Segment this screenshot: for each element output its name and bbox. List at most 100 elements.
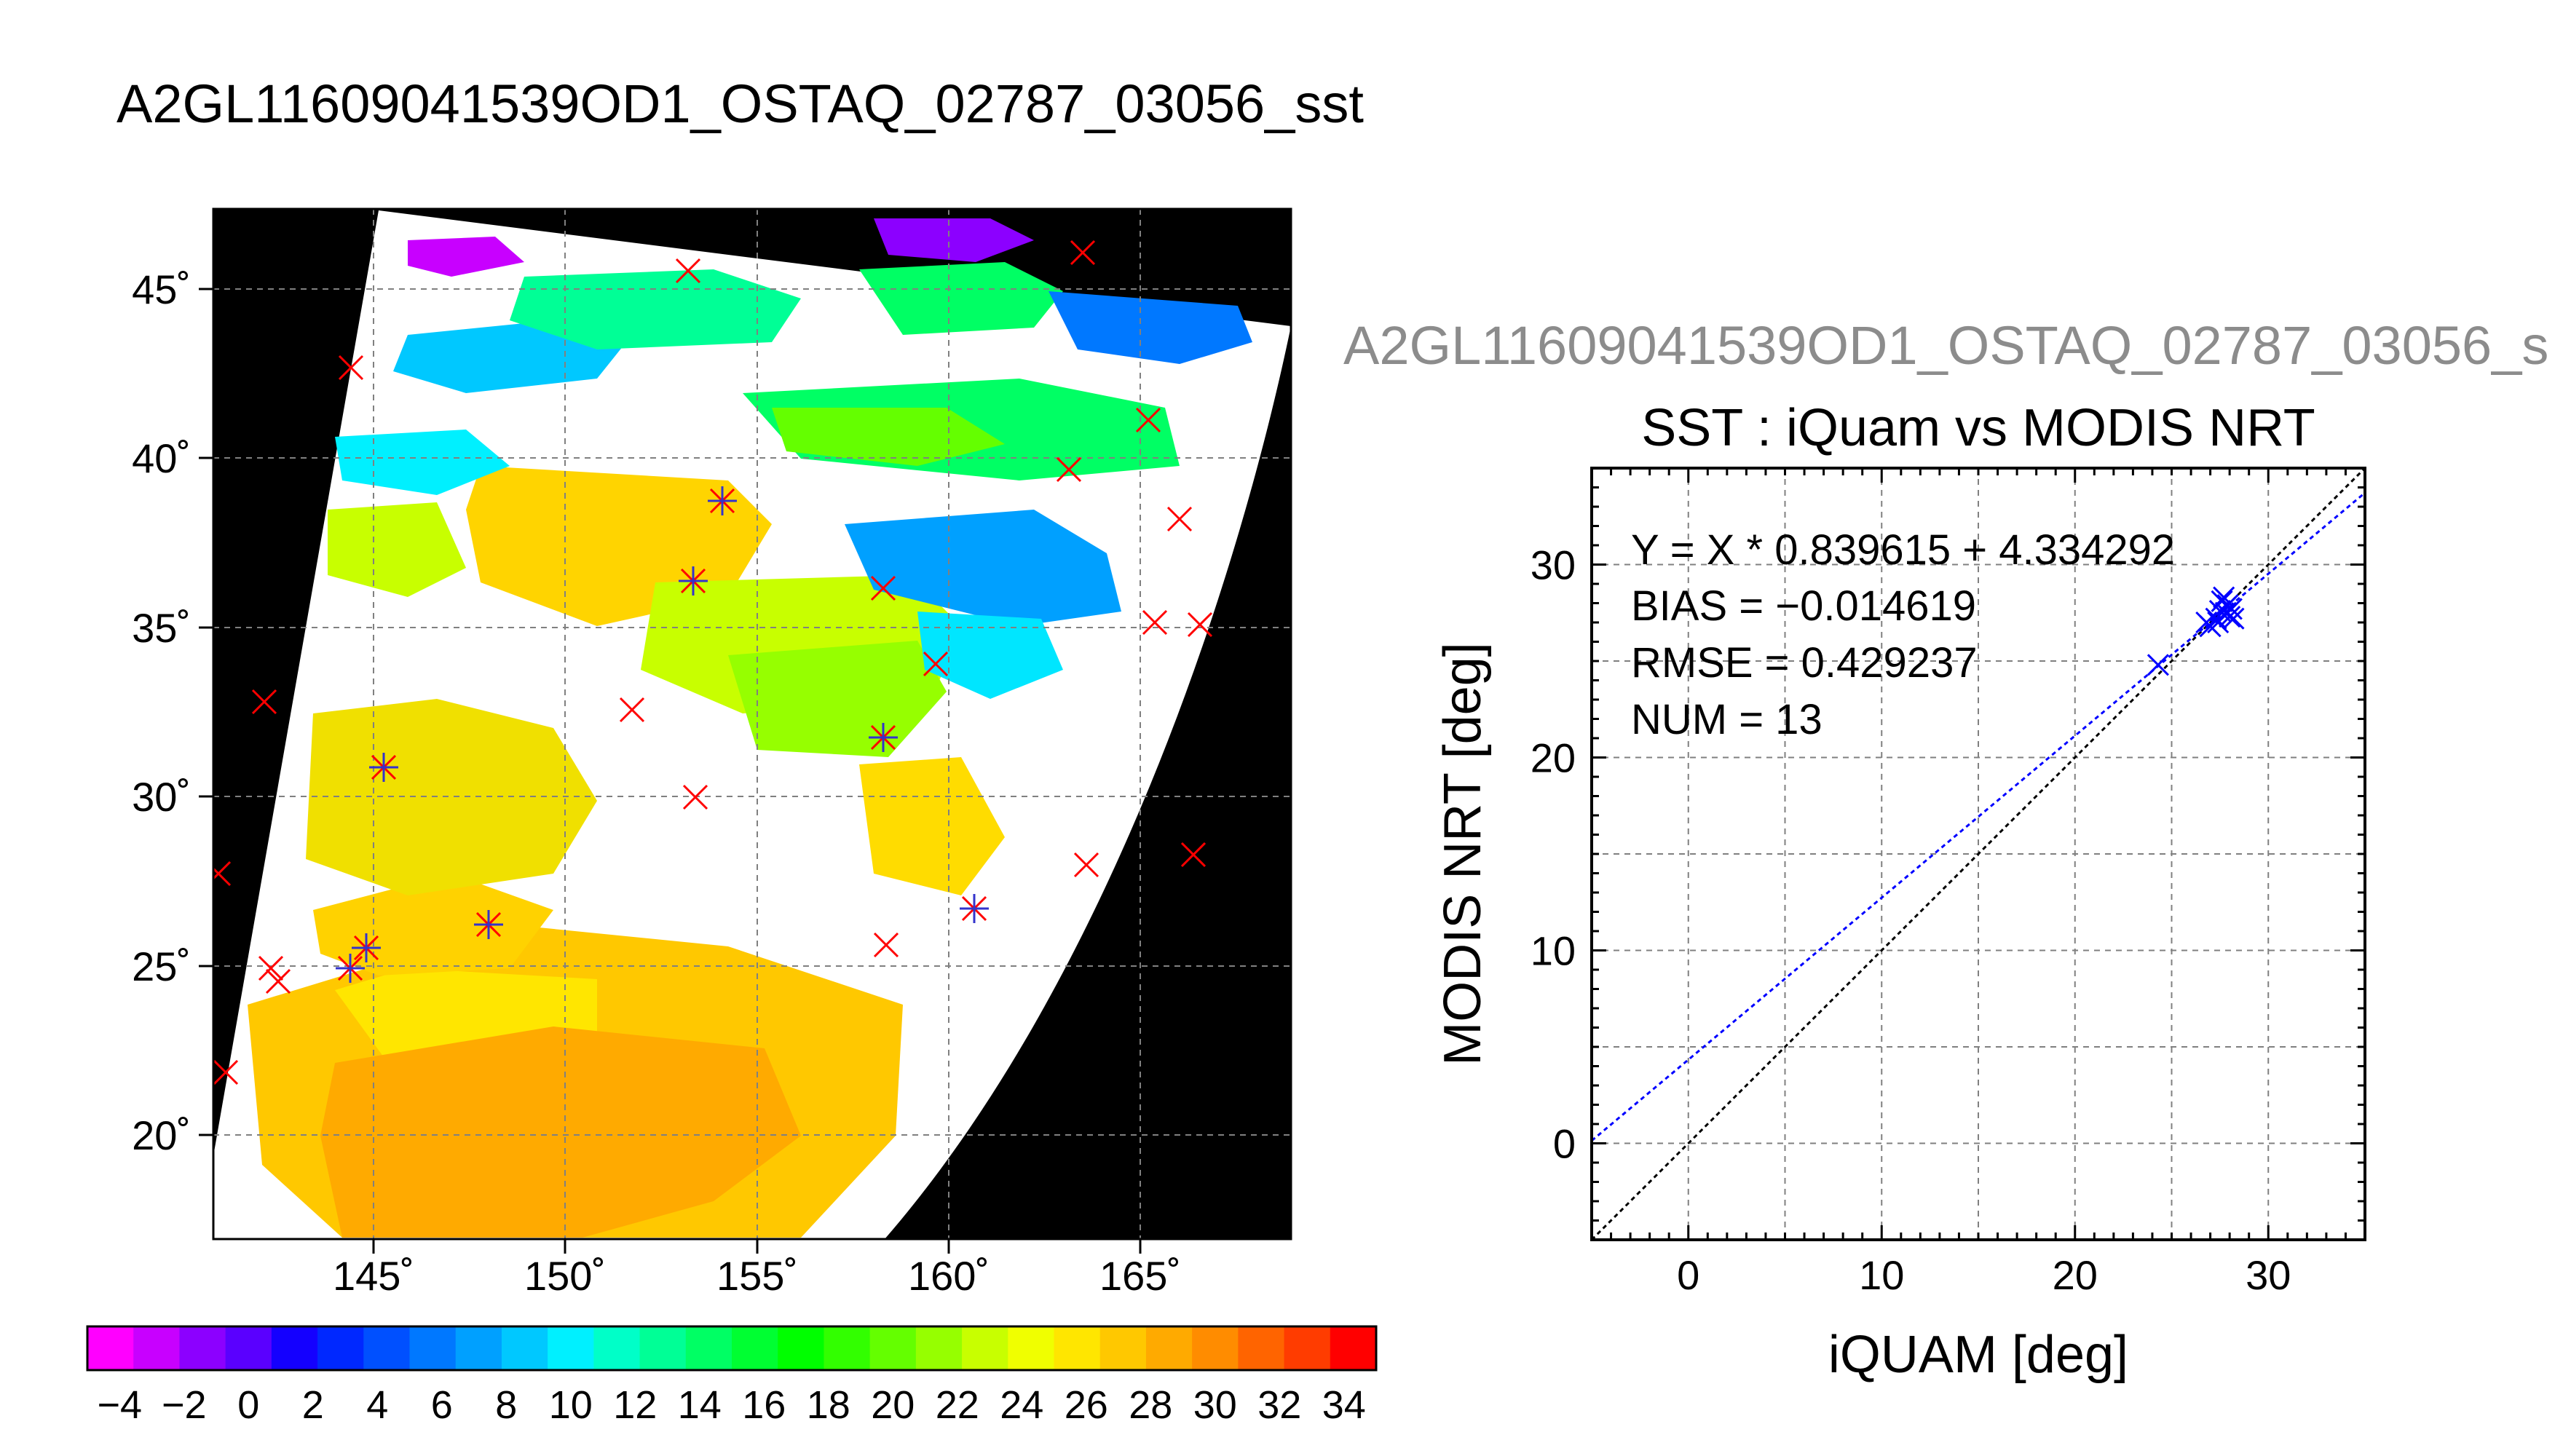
map-markers (213, 240, 1213, 1085)
observation-marker (1180, 842, 1207, 868)
colorbar-tick-label: 0 (237, 1383, 259, 1427)
colorbar-cell (1099, 1326, 1147, 1370)
colorbar-tick-label: −4 (97, 1383, 142, 1427)
colorbar-tick-label: 14 (678, 1383, 722, 1427)
matched-marker (708, 486, 737, 515)
lat-tick-labels: 45˚ 40˚ 35˚ 30˚ 25˚ 20˚ (132, 266, 191, 1158)
colorbar-tick-label: 26 (1065, 1383, 1108, 1427)
lat-tick-label: 25˚ (132, 943, 191, 989)
colorbar-cell (1238, 1326, 1285, 1370)
colorbar-cell (363, 1326, 410, 1370)
matched-marker (679, 566, 708, 596)
observation-marker (258, 955, 284, 981)
colorbar-cell (317, 1326, 364, 1370)
colorbar-tick-label: 28 (1129, 1383, 1172, 1427)
x-tick-label: 20 (2053, 1252, 2098, 1298)
colorbar-tick-label: 18 (807, 1383, 850, 1427)
colorbar-cell (1054, 1326, 1101, 1370)
map-ticks (199, 288, 1142, 1254)
scatter-points (2147, 586, 2245, 676)
colorbar-cell (133, 1326, 180, 1370)
observation-marker (338, 355, 364, 381)
lat-tick-label: 30˚ (132, 774, 191, 820)
colorbar-cell (501, 1326, 548, 1370)
stats-annotation: Y = X * 0.839615 + 4.334292 BIAS = −0.01… (1631, 526, 2175, 743)
data-point (2207, 611, 2230, 634)
colorbar-cell (455, 1326, 502, 1370)
observation-marker (923, 651, 949, 677)
observation-marker (873, 932, 899, 958)
colorbar-tick-label: −2 (162, 1383, 207, 1427)
colorbar-cell (409, 1326, 457, 1370)
observation-marker (1187, 612, 1213, 638)
colorbar-cell (778, 1326, 824, 1370)
map-frame (212, 207, 1292, 1241)
colorbar-cell (824, 1326, 871, 1370)
colorbar-tick-label: 16 (742, 1383, 786, 1427)
colorbar-tick-label: 22 (936, 1383, 979, 1427)
sst-map: 45˚ 40˚ 35˚ 30˚ 25˚ 20˚ 145˚ 150˚ 155˚ 1… (132, 207, 1292, 1299)
regression-equation: Y = X * 0.839615 + 4.334292 (1631, 526, 2175, 574)
lon-tick-label: 145˚ (333, 1253, 414, 1299)
colorbar-tick-label: 20 (871, 1383, 915, 1427)
observation-marker (1073, 852, 1099, 878)
observation-marker (213, 860, 232, 887)
colorbar-tick-label: 30 (1193, 1383, 1237, 1427)
observation-marker (1056, 456, 1082, 483)
lat-tick-label: 40˚ (132, 435, 191, 481)
y-tick-labels: 0 10 20 30 (1531, 542, 1576, 1167)
colorbar-cell (869, 1326, 917, 1370)
figure-title: A2GL11609041539OD1_OSTAQ_02787_03056_sst (117, 74, 1364, 134)
lat-tick-label: 35˚ (132, 605, 191, 651)
observation-marker (265, 968, 291, 994)
colorbar-cell (1008, 1326, 1054, 1370)
data-point (2213, 586, 2235, 609)
colorbar-labels: −4 −2 0 2 4 6 8 10 12 14 16 18 20 22 24 26 28 30 32 34 (97, 1383, 1365, 1427)
colorbar-tick-label: 4 (366, 1383, 388, 1427)
lat-tick-label: 45˚ (132, 266, 191, 312)
scatter-file-title: A2GL11609041539OD1_OSTAQ_02787_03056_s (1343, 315, 2549, 376)
observation-marker (682, 784, 708, 810)
num-stat: NUM = 13 (1631, 696, 1823, 743)
y-tick-label: 30 (1531, 542, 1576, 588)
x-tick-label: 10 (1859, 1252, 1904, 1298)
colorbar-cell (915, 1326, 963, 1370)
colorbar-tick-label: 32 (1257, 1383, 1301, 1427)
identity-line (1592, 468, 2365, 1240)
matched-marker (352, 933, 381, 962)
x-tick-label: 0 (1677, 1252, 1699, 1298)
bias-stat: BIAS = −0.014619 (1631, 582, 1976, 630)
colorbar-cell (593, 1326, 641, 1370)
matched-marker (369, 753, 398, 782)
scatter-plot: SST : iQuam vs MODIS NRT 0 10 20 30 0 10 20 30… (1434, 399, 2366, 1384)
matched-marker (336, 954, 365, 983)
observation-marker (251, 689, 277, 715)
colorbar-tick-label: 8 (495, 1383, 517, 1427)
matched-marker (869, 723, 898, 752)
colorbar-cell (962, 1326, 1008, 1370)
lon-tick-labels: 145˚ 150˚ 155˚ 160˚ 165˚ (333, 1253, 1181, 1299)
lon-tick-label: 160˚ (908, 1253, 990, 1299)
y-tick-label: 10 (1531, 928, 1576, 974)
colorbar-cell (271, 1326, 318, 1370)
x-tick-label: 30 (2246, 1252, 2291, 1298)
sst-patches (248, 218, 1252, 1238)
observation-marker (213, 1059, 239, 1085)
observation-marker (1135, 407, 1161, 433)
colorbar-cell (1145, 1326, 1193, 1370)
y-tick-label: 0 (1553, 1121, 1576, 1167)
y-axis-label: MODIS NRT [deg] (1434, 642, 1492, 1066)
x-tick-labels: 0 10 20 30 (1677, 1252, 2291, 1298)
rmse-stat: RMSE = 0.429237 (1631, 639, 1978, 687)
colorbar-tick-label: 10 (549, 1383, 593, 1427)
lon-tick-label: 150˚ (524, 1253, 606, 1299)
observation-marker (1070, 240, 1096, 266)
observation-marker (1166, 506, 1193, 532)
colorbar-tick-label: 2 (302, 1383, 324, 1427)
colorbar-cell (548, 1326, 594, 1370)
lon-tick-label: 155˚ (716, 1253, 798, 1299)
colorbar-tick-label: 24 (1000, 1383, 1043, 1427)
colorbar-tick-label: 6 (431, 1383, 453, 1427)
lon-tick-label: 165˚ (1099, 1253, 1181, 1299)
